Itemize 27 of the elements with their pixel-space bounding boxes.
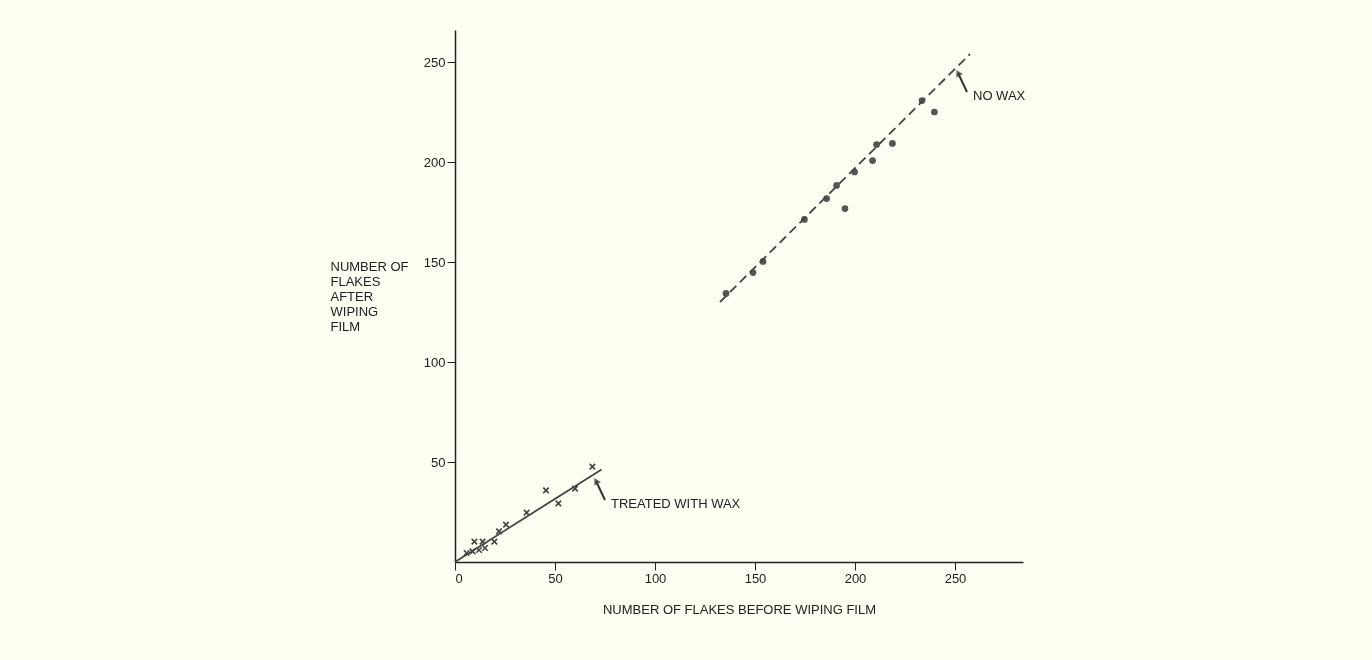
y-axis-title: NUMBER OF FLAKES AFTER WIPING FILM — [330, 258, 409, 334]
point — [490, 538, 498, 546]
y-tick-label: 150 — [423, 254, 446, 270]
point — [523, 509, 531, 517]
point — [833, 182, 840, 189]
x-tick-label: 100 — [644, 570, 667, 586]
x-tick-label: 150 — [744, 570, 767, 586]
point — [889, 140, 896, 147]
point — [470, 538, 478, 546]
point — [873, 141, 880, 148]
x-tick-label: 50 — [548, 570, 563, 586]
point — [475, 546, 483, 554]
point — [841, 205, 849, 212]
x-tick-label: 0 — [455, 570, 463, 586]
annotation: NO WAX — [973, 88, 1026, 103]
point — [931, 108, 938, 116]
x-tick-label: 250 — [944, 570, 967, 586]
y-tick-label: 100 — [423, 354, 446, 370]
annotation: TREATED WITH WAX — [611, 496, 741, 511]
x-axis-title: NUMBER OF FLAKES BEFORE WIPING FILM — [602, 601, 877, 617]
x-tick-label: 200 — [844, 570, 867, 586]
y-tick-label: 200 — [423, 154, 446, 170]
point — [588, 463, 596, 471]
point — [554, 499, 562, 507]
point — [869, 157, 876, 164]
y-tick-label: 250 — [423, 54, 446, 70]
y-tick-label: 50 — [431, 454, 446, 470]
